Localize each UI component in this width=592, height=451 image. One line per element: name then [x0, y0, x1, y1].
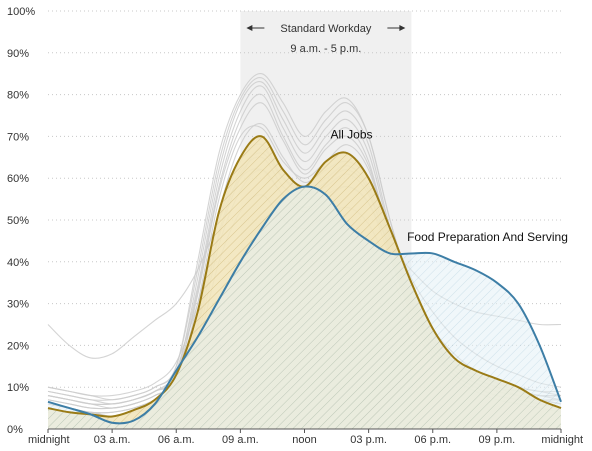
series-area-1 [48, 186, 561, 429]
x-tick-label: noon [292, 434, 316, 446]
y-tick-label: 0% [7, 424, 23, 436]
x-tick-label: 03 a.m. [94, 434, 131, 446]
y-tick-label: 20% [7, 340, 29, 352]
x-tick-label: midnight [541, 434, 583, 446]
x-axis-ticks: midnight 03 a.m. 06 a.m. 09 a.m. noon 03 p.m.… [28, 429, 583, 446]
workday-band-header: Standard Workday 9 a.m. - 5 p.m. [246, 23, 406, 55]
y-tick-label: 60% [7, 173, 29, 185]
series-areas [48, 136, 561, 429]
y-tick-label: 10% [7, 382, 29, 394]
series-lines [47, 135, 562, 425]
band-title: Standard Workday [280, 23, 371, 35]
x-tick-label: 09 a.m. [222, 434, 259, 446]
x-tick-label: 06 p.m. [414, 434, 451, 446]
y-tick-label: 90% [7, 48, 29, 60]
series-line-1 [47, 185, 562, 425]
y-tick-label: 70% [7, 131, 29, 143]
y-tick-label: 30% [7, 299, 29, 311]
series-label-all-jobs: All Jobs [331, 127, 373, 141]
series-label-food-preparation: Food Preparation And Serving [407, 230, 568, 244]
y-axis-ticks: 0% 10% 20% 30% 40% 50% 60% 70% 80% 90% 100% [7, 6, 35, 436]
x-tick-label: 06 a.m. [158, 434, 195, 446]
band-arrow-right-head [399, 25, 406, 31]
y-tick-label: 100% [7, 6, 35, 18]
x-tick-label: midnight [28, 434, 70, 446]
y-tick-label: 50% [7, 215, 29, 227]
band-subtitle: 9 a.m. - 5 p.m. [290, 43, 361, 55]
y-tick-label: 80% [7, 90, 29, 102]
y-tick-label: 40% [7, 257, 29, 269]
x-tick-label: 03 p.m. [350, 434, 387, 446]
band-arrow-left-head [246, 25, 253, 31]
x-tick-label: 09 p.m. [479, 434, 516, 446]
